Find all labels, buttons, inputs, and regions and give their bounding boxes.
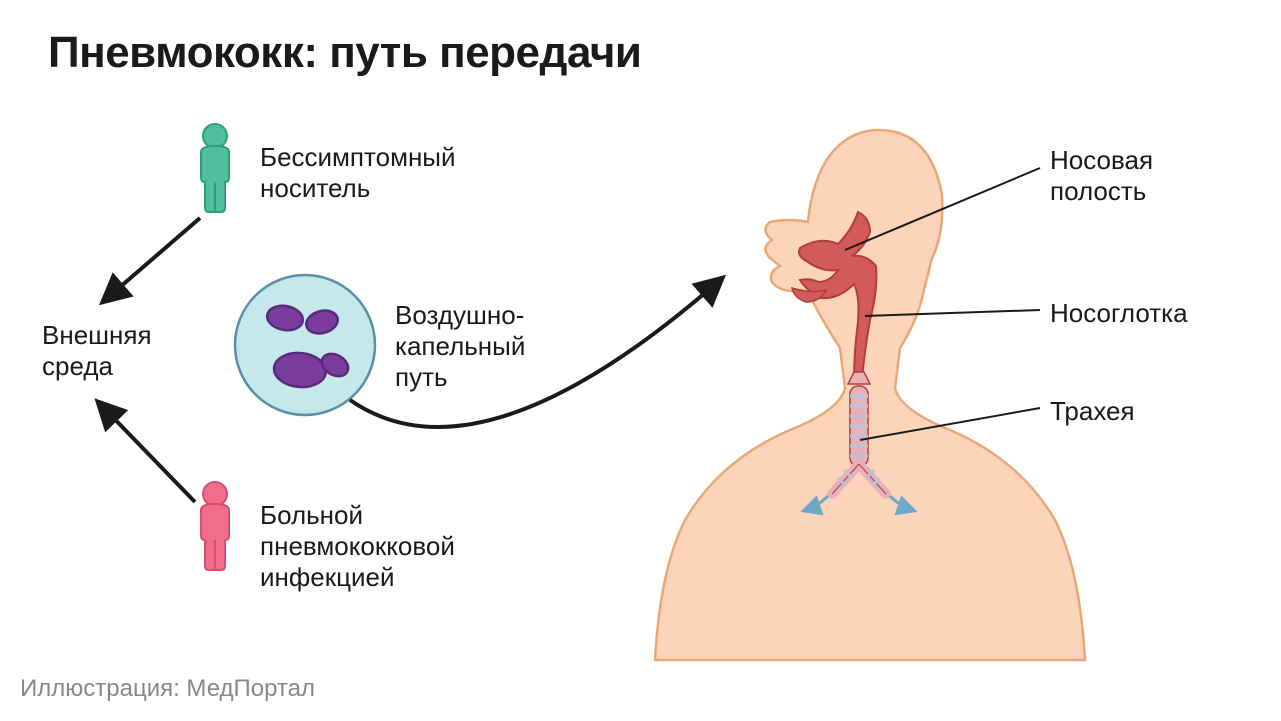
label-asymptomatic: Бессимптомныйноситель bbox=[260, 142, 456, 204]
human-body-icon bbox=[655, 130, 1085, 660]
bacteria-icon bbox=[235, 275, 375, 415]
person-pink-icon bbox=[201, 482, 229, 570]
diagram-canvas bbox=[0, 0, 1281, 721]
arrow-pink-to-env bbox=[100, 404, 195, 502]
label-environment: Внешняясреда bbox=[42, 320, 152, 382]
person-green-icon bbox=[201, 124, 229, 212]
label-nasopharynx: Носоглотка bbox=[1050, 298, 1188, 329]
label-sick: Больнойпневмококковойинфекцией bbox=[260, 500, 455, 594]
label-trachea: Трахея bbox=[1050, 396, 1135, 427]
label-nasal-cavity: Носоваяполость bbox=[1050, 145, 1153, 207]
label-airborne: Воздушно-капельныйпуть bbox=[395, 300, 525, 394]
arrow-green-to-env bbox=[105, 218, 200, 300]
credit-text: Иллюстрация: МедПортал bbox=[20, 675, 315, 703]
